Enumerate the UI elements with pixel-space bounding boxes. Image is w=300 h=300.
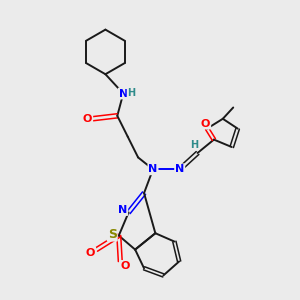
Text: O: O	[86, 248, 95, 257]
Text: N: N	[118, 205, 127, 215]
Text: O: O	[120, 261, 129, 271]
Text: O: O	[83, 114, 92, 124]
Text: H: H	[190, 140, 199, 150]
Text: O: O	[201, 118, 210, 128]
Text: N: N	[148, 164, 158, 174]
Text: N: N	[175, 164, 184, 174]
Text: S: S	[108, 228, 117, 241]
Text: N: N	[118, 88, 128, 98]
Text: H: H	[128, 88, 136, 98]
